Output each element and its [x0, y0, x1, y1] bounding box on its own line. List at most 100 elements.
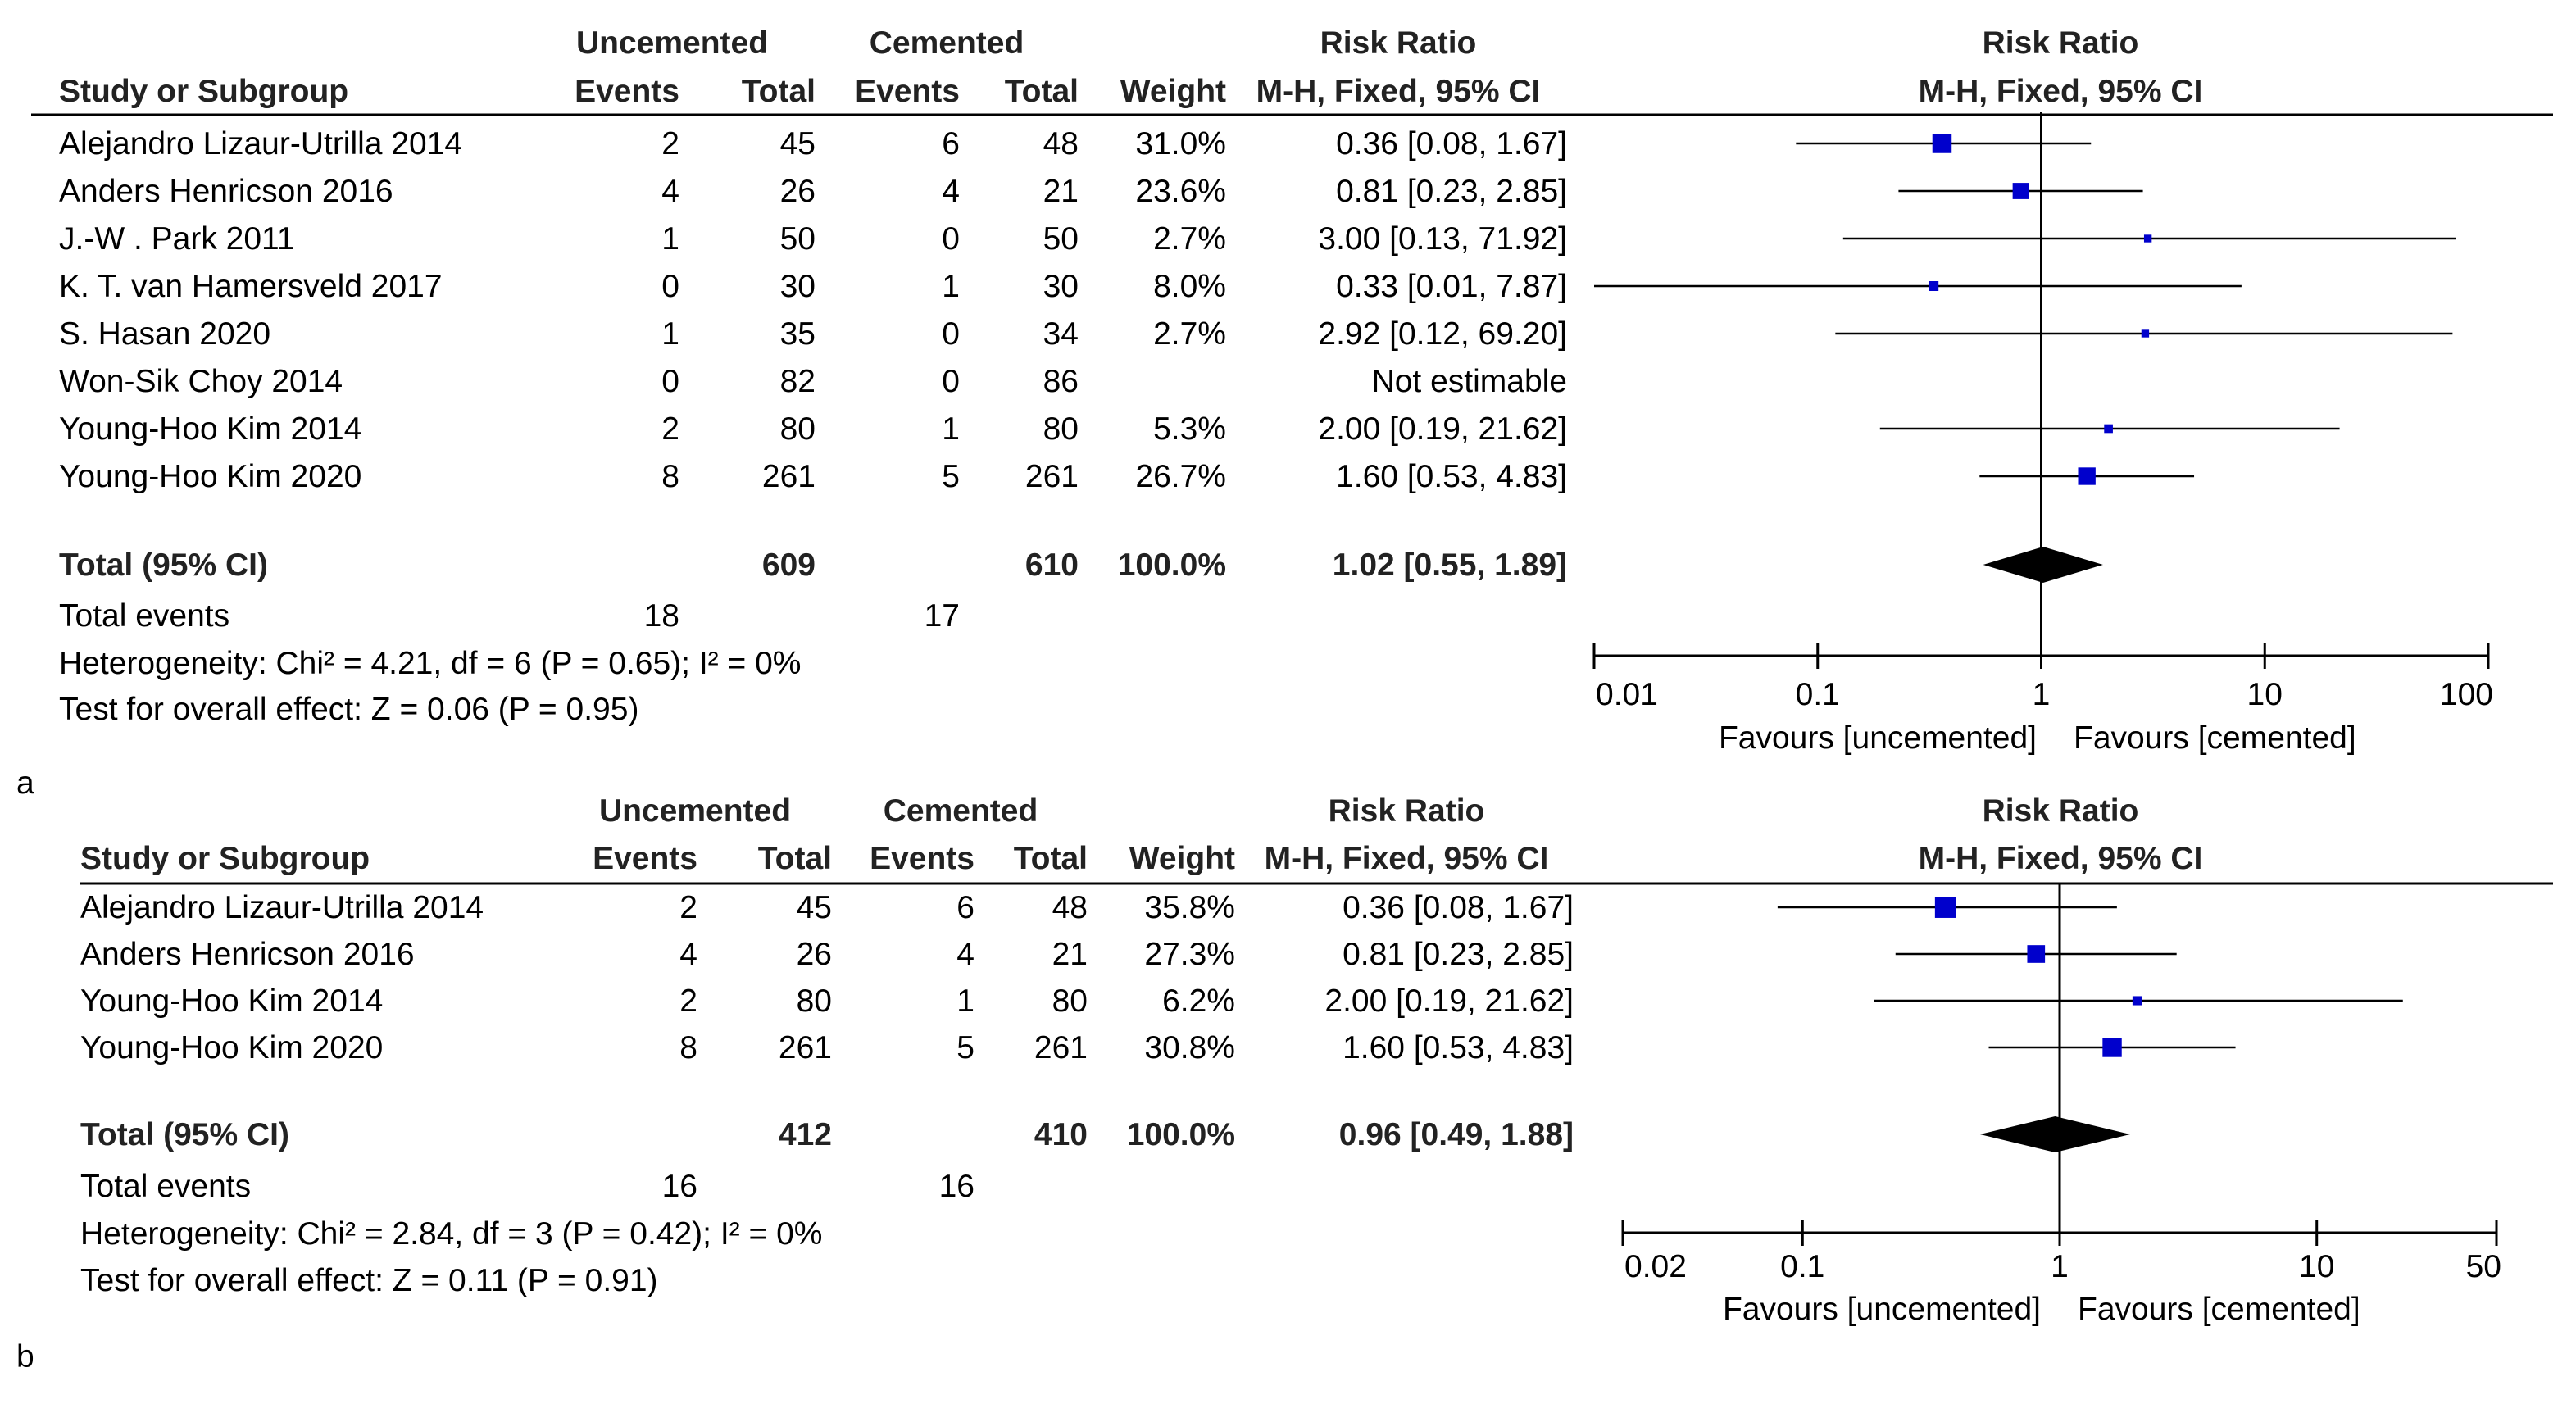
x-tick-label: 50	[2466, 1249, 2501, 1284]
forest-panel-a: Uncemented Cemented Risk Ratio Risk Ratio St…	[16, 25, 2553, 801]
exp-events-cell: 1	[661, 221, 679, 257]
heterogeneity-text: Heterogeneity: Chi² = 4.21, df = 6 (P = …	[59, 646, 801, 681]
exp-total-cell: 261	[762, 459, 816, 494]
exp-events-cell: 0	[661, 364, 679, 399]
ctl-total-cell: 21	[1052, 937, 1088, 972]
exp-events-cell: 0	[661, 269, 679, 304]
weight-cell: 2.7%	[1153, 221, 1226, 257]
total-weight: 100.0%	[1118, 547, 1226, 583]
x-tick-label: 0.01	[1596, 677, 1658, 712]
point-estimate-marker	[2132, 996, 2142, 1006]
weight-cell: 8.0%	[1153, 269, 1226, 304]
ctl-total-cell: 80	[1052, 984, 1088, 1019]
plot-header-method: M-H, Fixed, 95% CI	[1919, 841, 2203, 876]
column-header-ctl-events: Events	[855, 74, 960, 109]
total-ctl-total: 610	[1025, 547, 1079, 583]
exp-events-cell: 8	[661, 459, 679, 494]
ci-cell: 1.60 [0.53, 4.83]	[1343, 1030, 1574, 1065]
exp-events-cell: 8	[679, 1030, 697, 1065]
ctl-total-cell: 80	[1043, 411, 1079, 447]
favours-left-label: Favours [uncemented]	[1719, 720, 2037, 756]
column-header-exp-events: Events	[593, 841, 697, 876]
ci-cell: 0.36 [0.08, 1.67]	[1336, 126, 1567, 161]
panel-label: a	[16, 766, 34, 801]
total-label: Total (95% CI)	[59, 547, 268, 583]
total-events-exp: 16	[662, 1169, 697, 1204]
x-tick-label: 10	[2247, 677, 2283, 712]
total-exp-total: 609	[762, 547, 816, 583]
ctl-events-cell: 1	[942, 269, 960, 304]
total-events-label: Total events	[80, 1169, 251, 1204]
column-header-ctl-total: Total	[1014, 841, 1088, 876]
ctl-events-cell: 1	[956, 984, 975, 1019]
study-name: Alejandro Lizaur-Utrilla 2014	[80, 890, 484, 925]
study-name: Alejandro Lizaur-Utrilla 2014	[59, 126, 462, 161]
study-name: K. T. van Hamersveld 2017	[59, 269, 443, 304]
exp-total-cell: 35	[780, 316, 816, 352]
x-tick-label: 1	[2051, 1249, 2069, 1284]
column-header-effect: M-H, Fixed, 95% CI	[1256, 74, 1541, 109]
group-header-uncemented: Uncemented	[599, 793, 791, 829]
exp-total-cell: 45	[797, 890, 832, 925]
column-header-effect: M-H, Fixed, 95% CI	[1265, 841, 1549, 876]
x-tick-label: 10	[2299, 1249, 2334, 1284]
point-estimate-marker	[2141, 329, 2150, 338]
x-tick-label: 0.02	[1624, 1249, 1687, 1284]
forest-panel-b: Uncemented Cemented Risk Ratio Risk Ratio St…	[16, 793, 2553, 1374]
ctl-events-cell: 0	[942, 364, 960, 399]
total-exp-total: 412	[779, 1117, 832, 1152]
study-name: Anders Henricson 2016	[59, 174, 393, 209]
ci-cell: 0.81 [0.23, 2.85]	[1343, 937, 1574, 972]
exp-events-cell: 2	[661, 411, 679, 447]
ci-cell: Not estimable	[1372, 364, 1567, 399]
ctl-events-cell: 4	[942, 174, 960, 209]
weight-cell: 6.2%	[1162, 984, 1235, 1019]
total-ci: 1.02 [0.55, 1.89]	[1333, 547, 1567, 583]
weight-cell: 30.8%	[1144, 1030, 1235, 1065]
point-estimate-marker	[1929, 281, 1939, 291]
weight-cell: 23.6%	[1135, 174, 1226, 209]
column-header-study: Study or Subgroup	[80, 841, 370, 876]
column-header-exp-total: Total	[758, 841, 832, 876]
group-header-risk-ratio: Risk Ratio	[1320, 25, 1477, 61]
total-label: Total (95% CI)	[80, 1117, 289, 1152]
x-tick-label: 1	[2033, 677, 2051, 712]
study-name: Anders Henricson 2016	[80, 937, 415, 972]
exp-events-cell: 4	[661, 174, 679, 209]
ctl-total-cell: 34	[1043, 316, 1079, 352]
exp-events-cell: 1	[661, 316, 679, 352]
ci-cell: 1.60 [0.53, 4.83]	[1336, 459, 1567, 494]
exp-total-cell: 80	[780, 411, 816, 447]
column-header-weight: Weight	[1129, 841, 1235, 876]
ctl-total-cell: 261	[1025, 459, 1079, 494]
column-header-weight: Weight	[1120, 74, 1226, 109]
exp-total-cell: 50	[780, 221, 816, 257]
ci-cell: 3.00 [0.13, 71.92]	[1318, 221, 1567, 257]
ci-cell: 2.00 [0.19, 21.62]	[1318, 411, 1567, 447]
heterogeneity-text: Heterogeneity: Chi² = 2.84, df = 3 (P = …	[80, 1216, 822, 1252]
plot-header-risk-ratio: Risk Ratio	[1983, 25, 2139, 61]
total-weight: 100.0%	[1127, 1117, 1235, 1152]
exp-events-cell: 4	[679, 937, 697, 972]
point-estimate-marker	[2078, 467, 2096, 485]
group-header-cemented: Cemented	[884, 793, 1038, 829]
column-header-exp-events: Events	[575, 74, 679, 109]
weight-cell: 31.0%	[1135, 126, 1226, 161]
exp-total-cell: 261	[779, 1030, 832, 1065]
weight-cell: 26.7%	[1135, 459, 1226, 494]
summary-diamond	[1979, 1116, 2131, 1152]
point-estimate-marker	[2143, 234, 2152, 243]
group-header-uncemented: Uncemented	[576, 25, 768, 61]
column-header-study: Study or Subgroup	[59, 74, 348, 109]
point-estimate-marker	[1934, 897, 1956, 918]
total-ctl-total: 410	[1034, 1117, 1088, 1152]
point-estimate-marker	[2104, 424, 2113, 434]
exp-events-cell: 2	[679, 984, 697, 1019]
point-estimate-marker	[2102, 1038, 2122, 1057]
point-estimate-marker	[1932, 134, 1952, 153]
total-ci: 0.96 [0.49, 1.88]	[1339, 1117, 1574, 1152]
plot-header-method: M-H, Fixed, 95% CI	[1919, 74, 2203, 109]
summary-diamond	[1983, 547, 2103, 583]
x-tick-label: 0.1	[1796, 677, 1840, 712]
study-name: Won-Sik Choy 2014	[59, 364, 343, 399]
